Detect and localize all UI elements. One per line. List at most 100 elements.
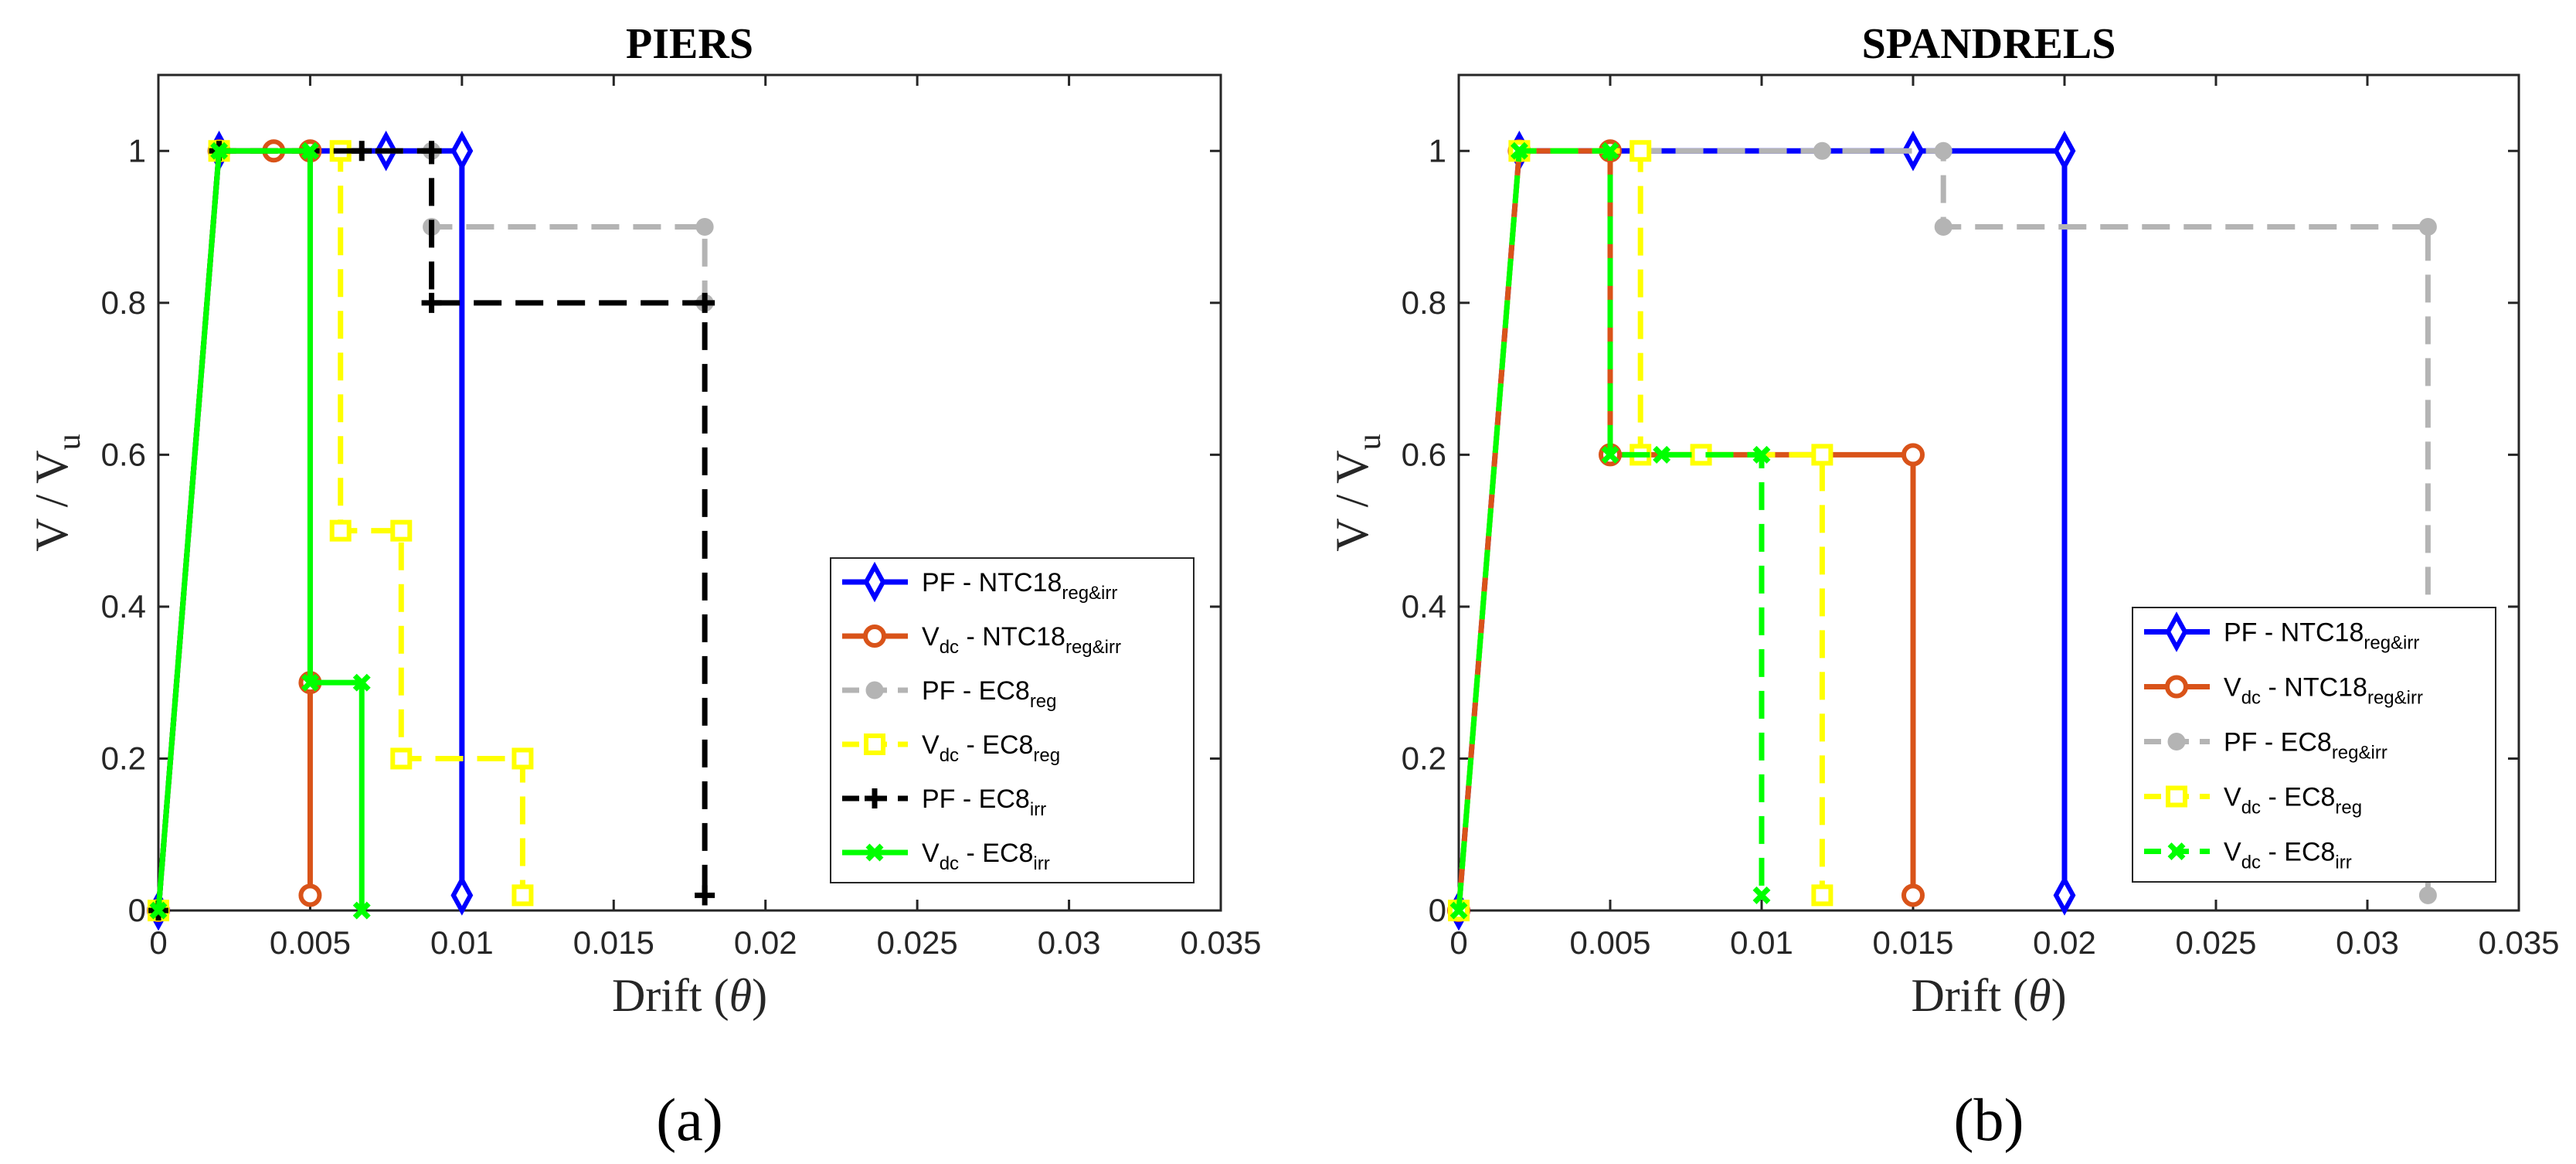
data-point [1601, 445, 1619, 464]
legend-marker [865, 843, 884, 862]
x-axis-label: Drift (θ) [612, 970, 767, 1021]
legend-marker [863, 561, 886, 603]
legend-item: Vdc - NTC18reg&irr [2144, 673, 2423, 709]
legend-item: Vdc - EC8irr [842, 839, 1050, 874]
data-point [352, 901, 371, 920]
legend-marker [2166, 785, 2187, 808]
x-tick-label: 0.025 [877, 924, 958, 961]
legend-marker [865, 788, 885, 808]
data-point [1901, 443, 1925, 467]
x-axis-label: Drift (θ) [1911, 970, 2066, 1021]
data-point [2053, 131, 2076, 172]
legend-label: Vdc - EC8reg [922, 730, 1060, 766]
x-tick-label: 0 [149, 924, 167, 961]
data-point [1510, 141, 1528, 160]
panel-caption: (a) [656, 1086, 723, 1153]
legend-item: PF - EC8reg [842, 676, 1057, 712]
data-point [1901, 883, 1925, 907]
x-tick-label: 0.02 [734, 924, 797, 961]
y-tick-label: 0.6 [101, 436, 146, 472]
data-point [695, 292, 715, 313]
data-point [352, 141, 372, 162]
data-point [1653, 445, 1671, 464]
data-point [1811, 444, 1833, 466]
x-tick-label: 0.005 [1569, 924, 1650, 961]
legend-marker [2165, 611, 2188, 652]
data-point [149, 901, 168, 920]
legend-label: PF - NTC18reg&irr [2224, 618, 2419, 654]
x-tick-label: 0.015 [573, 924, 654, 961]
legend-item: Vdc - EC8reg [842, 730, 1060, 766]
legend-marker [864, 733, 885, 755]
legend-label: PF - EC8reg&irr [2224, 728, 2387, 764]
legend-label: PF - EC8reg [922, 676, 1057, 712]
x-tick-label: 0.01 [1730, 924, 1793, 961]
data-point [390, 747, 413, 770]
legend: PF - NTC18reg&irr Vdc - NTC18reg&irr PF - … [2132, 607, 2496, 883]
legend-item: PF - NTC18reg&irr [842, 561, 1117, 604]
legend-label: PF - NTC18reg&irr [922, 568, 1117, 604]
y-tick-label: 1 [1429, 132, 1446, 168]
data-point [1934, 218, 1952, 237]
legend-marker [865, 681, 884, 699]
data-point [695, 218, 714, 237]
data-point [2053, 875, 2076, 916]
data-point [301, 141, 319, 160]
data-point [1752, 886, 1771, 904]
series-6 [149, 141, 371, 920]
data-point [1630, 140, 1652, 162]
legend-label: Vdc - EC8reg [2224, 783, 2362, 819]
y-tick-label: 0.8 [101, 284, 146, 321]
data-point [390, 519, 413, 542]
x-tick-label: 0.01 [430, 924, 494, 961]
data-point [2418, 886, 2437, 904]
data-point [421, 141, 442, 162]
data-point [1601, 141, 1619, 160]
series-line [155, 148, 525, 911]
chart-title: PIERS [626, 20, 753, 68]
legend-box [2132, 607, 2496, 883]
legend-item: PF - EC8irr [842, 785, 1046, 820]
legend: PF - NTC18reg&irr Vdc - NTC18reg&irr PF - … [830, 557, 1195, 883]
legend-item: PF - NTC18reg&irr [2144, 611, 2419, 654]
legend-marker [2165, 675, 2188, 699]
data-point [1934, 141, 1952, 160]
y-tick-label: 0 [1429, 892, 1446, 928]
data-point [2418, 218, 2437, 237]
data-point [301, 673, 319, 692]
series-line [155, 148, 365, 911]
legend-label: Vdc - EC8irr [922, 839, 1050, 874]
data-point [329, 519, 352, 542]
data-point [511, 747, 534, 770]
legend-box [830, 557, 1195, 883]
x-tick-label: 0.03 [1038, 924, 1101, 961]
y-tick-label: 1 [128, 132, 146, 168]
data-point [210, 141, 229, 160]
legend-label: Vdc - NTC18reg&irr [2224, 673, 2423, 709]
chart-panel-2: 0 0.005 0.01 0.015 0.02 0.025 0.03 0.035 0 0.2 0.4… [1327, 20, 2560, 1153]
x-tick-label: 0.02 [2033, 924, 2096, 961]
data-point [511, 884, 534, 907]
legend-marker [2167, 842, 2186, 860]
y-tick-label: 0.2 [1402, 740, 1446, 776]
x-tick-label: 0.015 [1872, 924, 1953, 961]
data-point [421, 292, 442, 313]
y-tick-label: 0.2 [101, 740, 146, 776]
y-tick-label: 0.4 [101, 588, 146, 625]
chart-title: SPANDRELS [1862, 20, 2116, 68]
data-point [352, 673, 371, 692]
y-tick-label: 0.8 [1402, 284, 1446, 321]
data-point [1811, 884, 1833, 907]
y-tick-label: 0.6 [1402, 436, 1446, 472]
data-point [1813, 141, 1831, 160]
legend-item: PF - EC8reg&irr [2144, 728, 2387, 764]
data-point [450, 131, 474, 172]
legend-item: Vdc - NTC18reg&irr [842, 622, 1121, 658]
y-axis-label: V / Vu [26, 434, 87, 551]
x-tick-label: 0.03 [2336, 924, 2399, 961]
x-tick-label: 0.025 [2175, 924, 2256, 961]
legend-item: Vdc - EC8irr [2144, 838, 2352, 873]
data-point [298, 883, 322, 907]
y-tick-label: 0.4 [1402, 588, 1446, 625]
